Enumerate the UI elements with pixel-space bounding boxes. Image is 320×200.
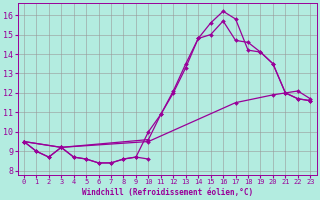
X-axis label: Windchill (Refroidissement éolien,°C): Windchill (Refroidissement éolien,°C)	[82, 188, 253, 197]
